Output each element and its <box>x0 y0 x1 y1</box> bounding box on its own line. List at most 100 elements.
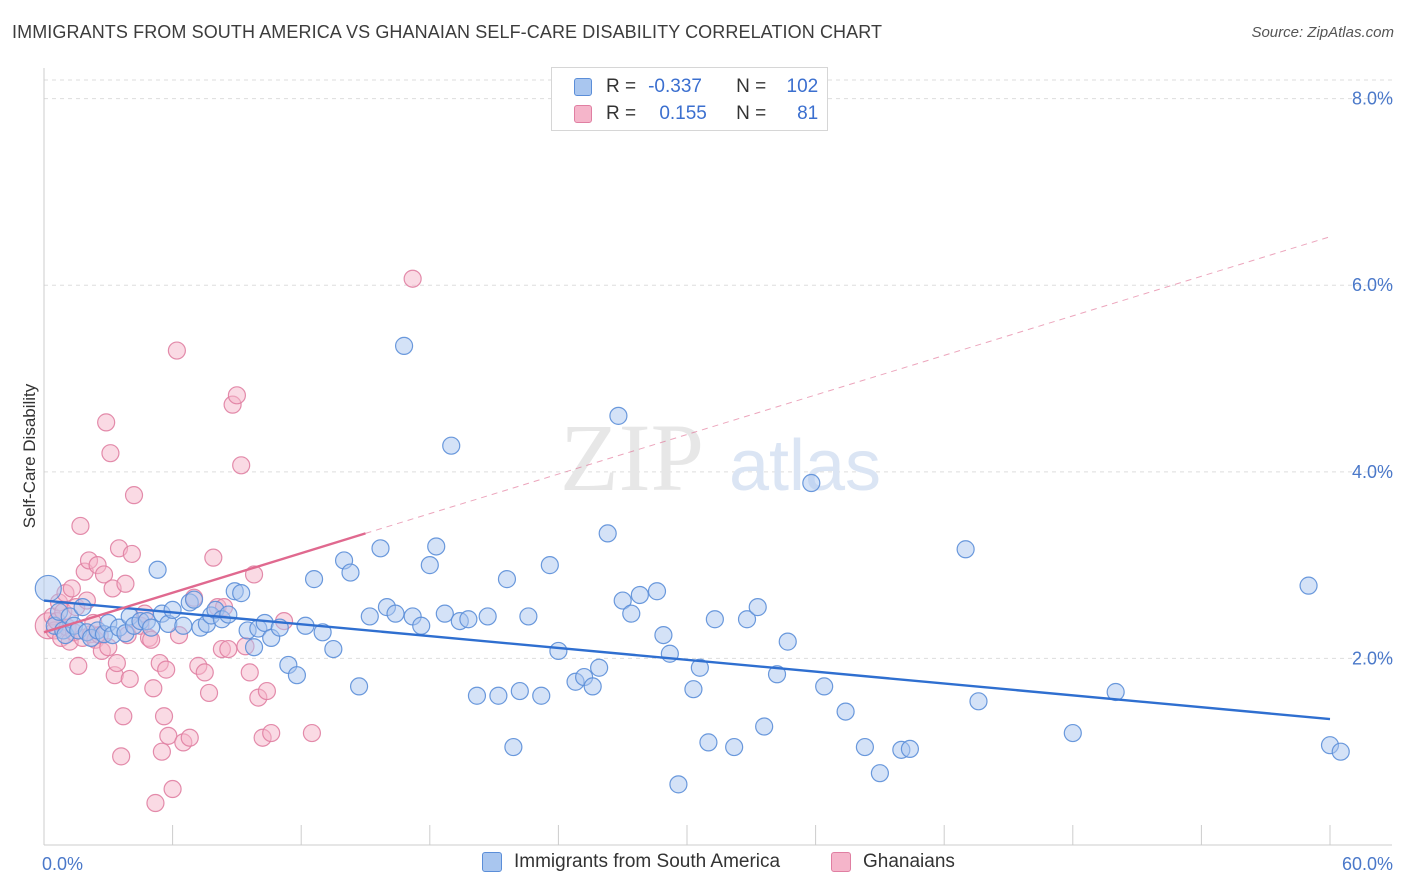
data-point-south-america <box>174 616 193 635</box>
data-point-ghanaians <box>302 723 322 743</box>
y-tick-label: 2.0% <box>1352 648 1393 668</box>
data-point-south-america <box>73 598 92 617</box>
data-point-south-america <box>540 556 559 575</box>
data-point-south-america <box>435 604 454 623</box>
legend-swatch-pink <box>574 105 592 123</box>
legend-r-value: 0.155 <box>659 103 707 124</box>
data-point-ghanaians <box>114 707 133 726</box>
data-point-ghanaians <box>144 679 163 698</box>
axes <box>43 68 1392 846</box>
data-point-south-america <box>836 702 855 721</box>
trend-line-ghanaians-extension <box>365 236 1331 534</box>
y-axis-label: Self-Care Disability <box>20 383 39 528</box>
data-point-south-america <box>855 737 874 757</box>
data-point-ghanaians <box>403 269 422 288</box>
data-point-south-america <box>613 591 632 610</box>
data-point-south-america <box>705 610 724 629</box>
data-point-ghanaians <box>240 663 259 682</box>
data-point-south-america <box>622 604 641 623</box>
legend-r-label: R = <box>606 103 637 124</box>
series-ghanaians <box>34 269 422 813</box>
bottom-legend-swatch-pink <box>831 852 851 872</box>
bottom-legend-item-ghanaians: Ghanaians <box>831 851 955 873</box>
data-point-south-america <box>669 775 688 794</box>
data-point-south-america <box>802 473 821 493</box>
data-point-south-america <box>478 607 497 626</box>
data-point-south-america <box>412 616 431 635</box>
x-tick-label-max: 60.0% <box>1342 854 1393 874</box>
y-tick-label: 8.0% <box>1352 89 1393 109</box>
data-point-south-america <box>349 677 369 696</box>
data-point-south-america <box>725 737 744 757</box>
data-point-south-america <box>148 560 167 579</box>
data-point-south-america <box>737 610 757 629</box>
correlation-legend: R = -0.337 N = 102 R = 0.155 N = 81 <box>551 67 828 131</box>
data-point-south-america <box>510 681 529 701</box>
bottom-legend-item-south-america: Immigrants from South America <box>482 851 780 873</box>
data-point-ghanaians <box>262 723 281 743</box>
data-point-ghanaians <box>219 639 238 659</box>
data-point-south-america <box>467 686 487 705</box>
data-point-south-america <box>532 686 551 705</box>
data-point-south-america <box>341 563 360 582</box>
data-point-south-america <box>244 638 264 657</box>
data-point-south-america <box>442 436 461 455</box>
data-point-south-america <box>386 604 405 623</box>
legend-row-blue: R = -0.337 N = 102 <box>574 74 818 100</box>
series-immigrants-south-america <box>34 336 1350 794</box>
data-point-south-america <box>755 717 774 736</box>
data-point-ghanaians <box>195 663 214 682</box>
data-point-ghanaians <box>97 413 116 432</box>
data-point-south-america <box>504 737 523 757</box>
data-point-south-america <box>184 590 204 609</box>
data-point-south-america <box>767 665 787 684</box>
legend-r-value: -0.337 <box>648 76 702 97</box>
data-point-south-america <box>647 582 667 601</box>
data-point-south-america <box>394 336 414 355</box>
data-point-ghanaians <box>120 669 139 689</box>
data-point-south-america <box>684 680 703 699</box>
legend-n-value: 81 <box>797 103 819 124</box>
data-point-ghanaians <box>107 653 126 673</box>
watermark-zip: ZIP <box>560 404 704 511</box>
tick-labels: 2.0% 4.0% 6.0% 8.0% 0.0% 60.0% <box>42 89 1393 874</box>
data-point-south-america <box>654 625 673 645</box>
x-tick-label-min: 0.0% <box>42 854 83 874</box>
data-point-south-america <box>519 607 538 626</box>
watermark-atlas: atlas <box>729 426 881 506</box>
bottom-legend-label: Ghanaians <box>863 851 955 872</box>
trend-lines <box>43 236 1331 721</box>
chart-title: IMMIGRANTS FROM SOUTH AMERICA VS GHANAIA… <box>12 22 883 42</box>
data-point-south-america <box>489 686 508 705</box>
data-point-ghanaians <box>94 565 114 584</box>
source-label: Source: ZipAtlas.com <box>1251 24 1394 41</box>
data-point-ghanaians <box>232 456 251 475</box>
data-point-ghanaians <box>159 726 178 745</box>
data-point-south-america <box>459 610 478 629</box>
data-point-south-america <box>583 677 602 696</box>
data-point-south-america <box>778 632 797 651</box>
data-point-ghanaians <box>204 548 223 567</box>
data-point-ghanaians <box>101 444 120 463</box>
data-point-south-america <box>420 556 439 575</box>
data-point-south-america <box>287 666 307 685</box>
data-point-ghanaians <box>152 742 171 761</box>
data-point-south-america <box>690 658 709 677</box>
data-point-south-america <box>360 607 379 626</box>
data-point-south-america <box>219 605 238 624</box>
data-point-south-america <box>313 623 332 642</box>
legend-swatch-blue <box>574 78 592 96</box>
data-point-ghanaians <box>122 544 141 564</box>
data-point-south-america <box>427 537 446 556</box>
data-point-south-america <box>870 764 890 783</box>
data-point-south-america <box>497 570 517 589</box>
y-tick-label: 4.0% <box>1352 462 1393 482</box>
data-point-ghanaians <box>71 516 90 536</box>
bottom-legend-swatch-blue <box>482 852 502 872</box>
data-point-ghanaians <box>154 707 174 726</box>
data-point-south-america <box>1331 742 1350 761</box>
data-point-ghanaians <box>146 793 165 813</box>
data-point-south-america <box>142 618 161 637</box>
data-point-south-america <box>232 584 251 603</box>
data-point-south-america <box>304 570 324 589</box>
